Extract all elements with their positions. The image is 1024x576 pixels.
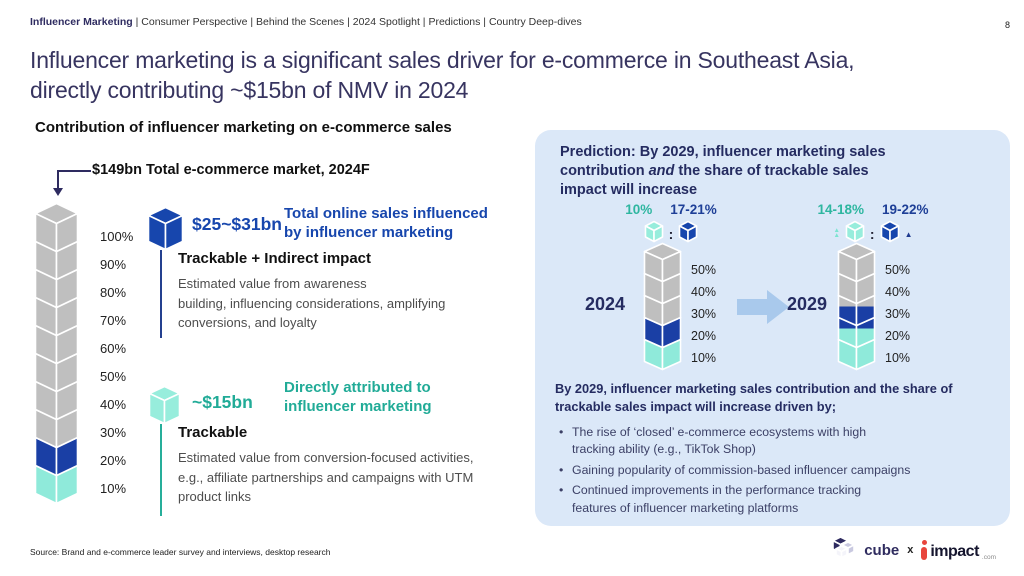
axis-tick-label: 60% — [100, 341, 127, 357]
right-arrow-icon — [737, 290, 789, 324]
axis-tick-label: 10% — [691, 350, 717, 365]
impact-logo: impact .com — [921, 540, 996, 561]
logo-lockup: cube x impact .com — [832, 535, 996, 565]
axis-tick-label: 40% — [691, 284, 717, 299]
prediction-title-italic: and — [648, 163, 675, 180]
impact-logo-tld: .com — [981, 553, 996, 561]
stacked-bar-2029: 50% 40% 30% 20% 10% — [837, 242, 910, 376]
main-stacked-bar: 100% 90% 80% 70% 60% 50% 40% 30% 20% 10% — [34, 202, 133, 510]
trackable-block: Trackable Estimated value from conversio… — [160, 424, 523, 516]
breadcrumb: Influencer Marketing | Consumer Perspect… — [30, 16, 994, 28]
axis-tick-label: 90% — [100, 257, 127, 273]
page-title: Influencer marketing is a significant sa… — [30, 47, 855, 103]
axis-tick-label: 20% — [885, 328, 911, 343]
annotation-label: $149bn Total e-commerce market, 2024F — [92, 162, 370, 178]
axis-tick-label: 50% — [885, 262, 911, 277]
drivers-heading: By 2029, influencer marketing sales cont… — [555, 381, 953, 414]
axis-tick-label: 30% — [100, 425, 127, 441]
year-label-2024: 2024 — [585, 294, 626, 314]
ratio-2029-influenced-pct: 19-22% — [882, 202, 929, 217]
annotation-line-vertical — [57, 170, 59, 188]
axis-tick-label: 30% — [691, 306, 717, 321]
source-note: Source: Brand and e-commerce leader surv… — [30, 547, 331, 557]
ratio-separator: : — [668, 226, 674, 242]
axis-tick-label: 10% — [885, 350, 911, 365]
mint-mini-cube-icon — [644, 220, 664, 248]
drivers-list: The rise of ‘closed’ e-commerce ecosyste… — [557, 424, 1009, 520]
axis-tick-label: 80% — [100, 285, 127, 301]
blue-value: $25~$31bn — [192, 214, 282, 234]
annotation-arrow-down-icon — [53, 188, 63, 196]
trackable-indirect-body: Estimated value from awareness building,… — [178, 276, 446, 330]
double-up-arrow-icon — [833, 229, 839, 239]
axis-tick-label: 20% — [100, 453, 127, 469]
axis-tick-label: 100% — [100, 229, 134, 245]
blue-heading: Total online sales influenced by influen… — [284, 205, 488, 241]
breadcrumb-active-item[interactable]: Influencer Marketing — [30, 16, 133, 28]
prediction-title-pre: Prediction: By 2029, influencer marketin… — [560, 144, 886, 180]
cube-logo-text: cube — [864, 541, 900, 559]
axis-tick-label: 40% — [885, 284, 911, 299]
axis-tick-label: 40% — [100, 397, 127, 413]
cube-logo-icon — [832, 535, 858, 566]
chart-title: Contribution of influencer marketing on … — [35, 119, 452, 136]
impact-i-mark-icon — [921, 540, 928, 560]
driver-bullet: The rise of ‘closed’ e-commerce ecosyste… — [557, 424, 1009, 459]
driver-bullet: Gaining popularity of commission-based i… — [557, 462, 1009, 480]
axis-tick-label: 30% — [885, 306, 911, 321]
trackable-indirect-subheading: Trackable + Indirect impact — [178, 250, 372, 267]
mint-heading: Directly attributed to influencer market… — [284, 379, 432, 415]
axis-tick-label: 20% — [691, 328, 717, 343]
prediction-title: Prediction: By 2029, influencer marketin… — [560, 143, 910, 200]
axis-tick-label: 50% — [100, 369, 127, 385]
trackable-body: Estimated value from conversion-focused … — [178, 450, 474, 504]
ratio-2029-trackable-pct: 14-18% — [817, 202, 864, 217]
logo-x-separator: x — [907, 544, 914, 556]
page-number: 8 — [1004, 20, 1010, 30]
mint-cube-icon — [148, 385, 181, 430]
trackable-subheading: Trackable — [178, 424, 248, 441]
up-arrow-icon — [905, 230, 913, 239]
ratio-2024-influenced-pct: 17-21% — [670, 202, 717, 217]
prediction-title-post: the share of trackable sales impact will… — [560, 163, 869, 199]
blue-mini-cube-icon — [678, 220, 698, 248]
axis-tick-label: 50% — [691, 262, 717, 277]
year-label-2029: 2029 — [787, 294, 828, 314]
axis-tick-label: 10% — [100, 481, 127, 497]
ratio-2024-trackable-pct: 10% — [625, 202, 653, 217]
prediction-panel: Prediction: By 2029, influencer marketin… — [535, 130, 1010, 526]
mint-value: ~$15bn — [192, 392, 253, 412]
trackable-indirect-block: Trackable + Indirect impact Estimated va… — [160, 250, 518, 338]
driver-bullet: Continued improvements in the performanc… — [557, 482, 1009, 517]
blue-mini-cube-icon — [880, 220, 900, 248]
ratio-separator: : — [869, 226, 875, 242]
annotation-line-horizontal — [57, 170, 91, 172]
mint-mini-cube-icon — [845, 220, 865, 248]
stacked-bar-2024: 50% 40% 30% 20% 10% — [643, 242, 716, 376]
ratio-2024: 10% 17-21% : — [601, 202, 741, 248]
axis-tick-label: 70% — [100, 313, 127, 329]
blue-cube-icon — [147, 206, 184, 256]
breadcrumb-items[interactable]: | Consumer Perspective | Behind the Scen… — [132, 16, 582, 28]
impact-logo-text: impact — [930, 542, 979, 560]
ratio-2029: 14-18% 19-22% : — [793, 202, 953, 248]
